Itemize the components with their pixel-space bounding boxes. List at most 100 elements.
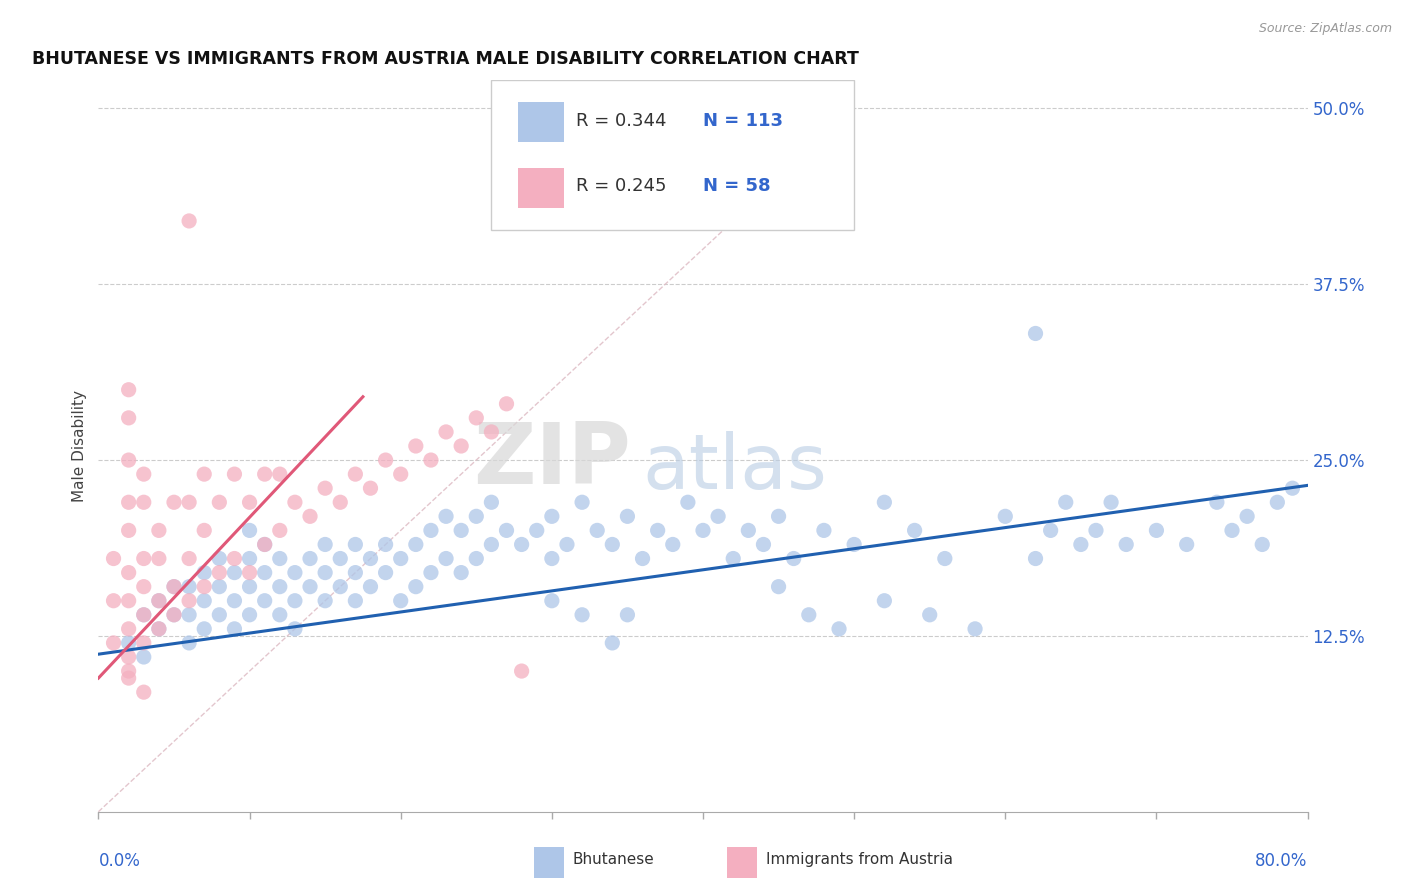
Point	[1099, 495, 1122, 509]
Point	[224, 566, 246, 580]
Point	[360, 580, 382, 594]
Point	[118, 410, 141, 425]
Point	[405, 537, 427, 551]
Point	[1175, 537, 1198, 551]
Point	[239, 566, 262, 580]
Point	[314, 537, 336, 551]
Point	[239, 580, 262, 594]
Point	[374, 453, 396, 467]
FancyBboxPatch shape	[492, 80, 855, 230]
Point	[253, 537, 276, 551]
Point	[465, 551, 488, 566]
Point	[177, 607, 201, 622]
Point	[163, 495, 186, 509]
Point	[284, 622, 307, 636]
Text: N = 58: N = 58	[703, 178, 770, 195]
Point	[737, 524, 759, 538]
Point	[1251, 537, 1274, 551]
Point	[329, 580, 352, 594]
Point	[224, 467, 246, 482]
Text: ZIP: ZIP	[472, 419, 630, 502]
Point	[602, 636, 624, 650]
Point	[571, 607, 593, 622]
Point	[224, 622, 246, 636]
Point	[782, 551, 804, 566]
Point	[284, 495, 307, 509]
Text: Bhutanese: Bhutanese	[572, 852, 654, 867]
Point	[481, 495, 503, 509]
Point	[374, 566, 396, 580]
Point	[193, 580, 215, 594]
Point	[148, 593, 170, 607]
Point	[1024, 551, 1046, 566]
Point	[132, 580, 155, 594]
Point	[193, 622, 215, 636]
Point	[360, 551, 382, 566]
Point	[465, 509, 488, 524]
Point	[148, 551, 170, 566]
Point	[389, 593, 412, 607]
Point	[239, 495, 262, 509]
Point	[481, 425, 503, 439]
Point	[239, 524, 262, 538]
Point	[389, 551, 412, 566]
Point	[224, 551, 246, 566]
Point	[419, 453, 441, 467]
Point	[434, 509, 457, 524]
Point	[1236, 509, 1258, 524]
FancyBboxPatch shape	[517, 103, 564, 143]
Point	[828, 622, 851, 636]
Point	[269, 551, 291, 566]
Point	[239, 551, 262, 566]
Point	[616, 509, 638, 524]
Point	[1054, 495, 1077, 509]
Text: 0.0%: 0.0%	[98, 852, 141, 870]
Point	[647, 524, 669, 538]
Point	[118, 664, 141, 678]
Point	[118, 650, 141, 665]
Point	[873, 593, 896, 607]
Point	[344, 537, 367, 551]
Point	[253, 537, 276, 551]
FancyBboxPatch shape	[517, 168, 564, 209]
Point	[103, 593, 125, 607]
Point	[994, 509, 1017, 524]
Point	[844, 537, 866, 551]
Point	[118, 383, 141, 397]
Point	[434, 551, 457, 566]
Point	[904, 524, 927, 538]
Point	[419, 566, 441, 580]
Point	[616, 607, 638, 622]
Point	[253, 566, 276, 580]
Point	[374, 537, 396, 551]
Point	[1281, 481, 1303, 495]
Point	[813, 524, 835, 538]
Point	[934, 551, 956, 566]
Text: 80.0%: 80.0%	[1256, 852, 1308, 870]
Point	[239, 607, 262, 622]
Point	[118, 636, 141, 650]
Point	[1070, 537, 1092, 551]
Point	[721, 551, 744, 566]
Point	[193, 593, 215, 607]
Point	[177, 214, 201, 228]
FancyBboxPatch shape	[727, 847, 758, 878]
Point	[208, 495, 231, 509]
Point	[510, 664, 533, 678]
Point	[314, 566, 336, 580]
Point	[163, 580, 186, 594]
Point	[1265, 495, 1288, 509]
Point	[148, 593, 170, 607]
Point	[148, 524, 170, 538]
Point	[918, 607, 941, 622]
Point	[1220, 524, 1243, 538]
Point	[193, 467, 215, 482]
Point	[103, 551, 125, 566]
Point	[132, 607, 155, 622]
Point	[1085, 524, 1108, 538]
Point	[132, 607, 155, 622]
Point	[177, 551, 201, 566]
Point	[193, 566, 215, 580]
Point	[193, 524, 215, 538]
FancyBboxPatch shape	[534, 847, 564, 878]
